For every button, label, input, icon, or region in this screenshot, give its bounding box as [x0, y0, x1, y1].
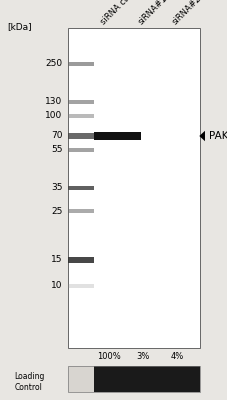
Text: 130: 130	[45, 98, 62, 106]
Text: siRNA ctrl: siRNA ctrl	[99, 0, 135, 26]
Bar	[68, 366, 94, 392]
Text: [kDa]: [kDa]	[7, 22, 31, 31]
Text: 70: 70	[51, 132, 62, 140]
Text: 4%: 4%	[170, 352, 184, 361]
Text: Loading
Control: Loading Control	[14, 372, 45, 392]
Text: 100: 100	[45, 112, 62, 120]
Text: 15: 15	[51, 256, 62, 264]
Text: 100%: 100%	[97, 352, 121, 361]
Text: 35: 35	[51, 184, 62, 192]
Text: 250: 250	[45, 60, 62, 68]
Bar	[68, 209, 94, 213]
Polygon shape	[199, 131, 205, 141]
Text: 25: 25	[51, 207, 62, 216]
Bar	[68, 133, 94, 138]
Bar	[68, 100, 94, 104]
Bar	[68, 114, 94, 118]
Text: siRNA#1: siRNA#1	[137, 0, 169, 26]
Bar	[68, 28, 200, 348]
Bar	[94, 366, 200, 392]
Bar	[68, 284, 94, 288]
Bar	[68, 62, 94, 66]
Text: siRNA#2: siRNA#2	[171, 0, 203, 26]
Text: PAK4: PAK4	[209, 131, 227, 141]
Text: 55: 55	[51, 146, 62, 154]
Bar	[68, 258, 94, 263]
Bar	[68, 366, 200, 392]
Text: 10: 10	[51, 282, 62, 290]
Bar	[94, 132, 141, 140]
Bar	[68, 186, 94, 190]
Bar	[68, 148, 94, 152]
Text: 3%: 3%	[136, 352, 150, 361]
